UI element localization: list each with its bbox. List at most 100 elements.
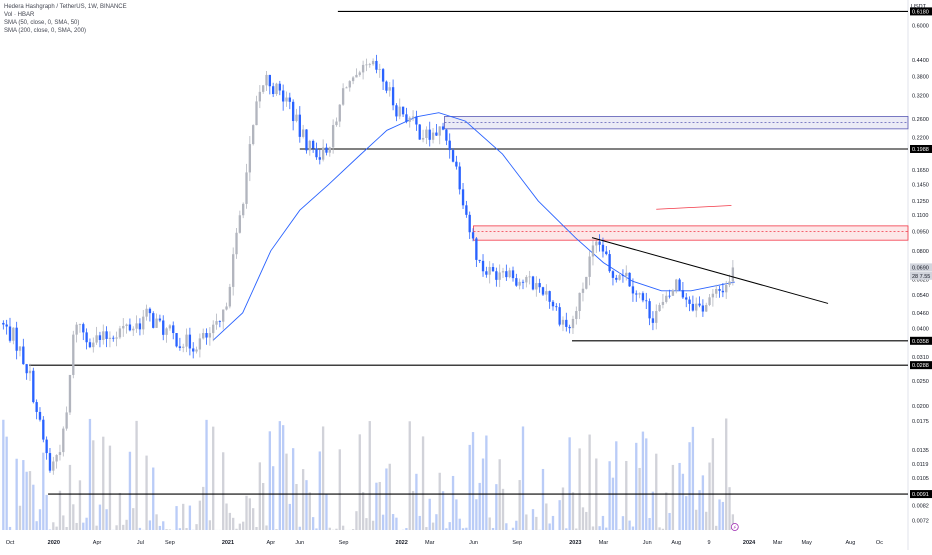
- candle-body: [728, 281, 730, 284]
- event-marker-icon: ⚡: [733, 525, 737, 531]
- volume-bar: [429, 499, 431, 530]
- x-tick-label: 9: [708, 540, 711, 546]
- y-tick-label: 0.0250: [912, 379, 929, 385]
- candle-body: [545, 291, 547, 294]
- volume-bar: [225, 504, 227, 530]
- volume-bar: [45, 495, 47, 530]
- volume-bar: [688, 442, 690, 530]
- candle-body: [109, 338, 111, 339]
- y-tick-label: 0.0310: [912, 355, 929, 361]
- volume-bar: [289, 504, 291, 530]
- candle-body: [535, 283, 537, 289]
- resistance-zone: [474, 226, 908, 240]
- candle-body: [678, 280, 680, 291]
- x-tick-label: 2024: [743, 540, 756, 546]
- candle-body: [179, 346, 181, 348]
- volume-bar: [242, 522, 244, 530]
- candle-body: [509, 270, 511, 277]
- candle-body: [692, 304, 694, 311]
- candle-body: [605, 252, 607, 255]
- candle-body: [512, 270, 514, 278]
- y-tick-label: 0.0400: [912, 326, 929, 332]
- volume-bar: [22, 460, 24, 530]
- volume-bar: [455, 499, 457, 530]
- volume-bar: [162, 521, 164, 530]
- current-price-tag-text: 0.0690: [912, 265, 929, 271]
- candle-body: [115, 337, 117, 338]
- candle-body: [299, 115, 301, 137]
- volume-bar: [439, 473, 441, 530]
- candle-body: [355, 75, 357, 77]
- volume-bar: [135, 421, 137, 530]
- volume-bar: [592, 526, 594, 530]
- candle-body: [292, 102, 294, 121]
- candle-body: [698, 304, 700, 306]
- volume-bar: [672, 465, 674, 530]
- y-tick-label: 0.0119: [912, 462, 928, 468]
- candle-body: [685, 297, 687, 299]
- candle-body: [499, 272, 501, 279]
- y-tick-label: 0.1450: [912, 182, 929, 188]
- candle-body: [645, 300, 647, 301]
- volume-bar: [475, 499, 477, 530]
- volume-bar: [459, 519, 461, 530]
- volume-bar: [92, 440, 94, 530]
- candle-body: [715, 289, 717, 294]
- candle-body: [529, 276, 531, 277]
- volume-bar: [95, 526, 97, 530]
- candle-body: [652, 318, 654, 323]
- volume-bar: [625, 461, 627, 530]
- volume-bar: [302, 469, 304, 530]
- candle-body: [702, 305, 704, 311]
- x-tick-label: Aug: [846, 540, 856, 546]
- volume-bar: [512, 528, 514, 530]
- candle-body: [302, 129, 304, 136]
- volume-bar: [505, 523, 507, 530]
- candle-body: [242, 204, 244, 215]
- candle-body: [412, 116, 414, 117]
- candle-body: [32, 371, 34, 402]
- volume-bar: [199, 501, 201, 530]
- candle-body: [482, 261, 484, 271]
- volume-bar: [605, 528, 607, 530]
- volume-bar: [715, 526, 717, 530]
- volume-bar: [548, 523, 550, 530]
- candle-body: [732, 267, 734, 281]
- volume-bar: [55, 527, 57, 530]
- volume-bar: [489, 517, 491, 530]
- y-tick-label: 0.0082: [912, 504, 929, 510]
- candle-body: [29, 371, 31, 373]
- candle-body: [432, 133, 434, 140]
- volume-bar: [72, 504, 74, 530]
- candle-body: [132, 329, 134, 331]
- volume-bar: [32, 485, 34, 530]
- volume-bar: [485, 436, 487, 530]
- volume-bar: [65, 527, 67, 530]
- volume-bar: [632, 527, 634, 530]
- x-tick-label: Jun: [643, 540, 652, 546]
- volume-bar: [25, 472, 27, 530]
- volume-bar: [312, 517, 314, 530]
- candle-body: [515, 278, 517, 286]
- volume-bar: [305, 480, 307, 530]
- volume-bar: [52, 522, 54, 530]
- candle-body: [149, 309, 151, 313]
- candle-body: [552, 302, 554, 307]
- candle-body: [62, 429, 64, 452]
- candle-body: [275, 84, 277, 94]
- y-tick-label: 0.0460: [912, 311, 929, 317]
- x-tick-label: Apr: [267, 540, 276, 546]
- candle-body: [65, 412, 67, 428]
- x-tick-label: Mar: [425, 540, 435, 546]
- candle-body: [419, 124, 421, 139]
- candle-body: [255, 101, 257, 125]
- volume-bar: [115, 525, 117, 530]
- y-tick-label: 0.2200: [912, 136, 929, 142]
- volume-bar: [409, 421, 411, 530]
- candle-body: [82, 324, 84, 332]
- candle-body: [695, 304, 697, 311]
- candle-body: [392, 87, 394, 105]
- volume-bar: [479, 483, 481, 530]
